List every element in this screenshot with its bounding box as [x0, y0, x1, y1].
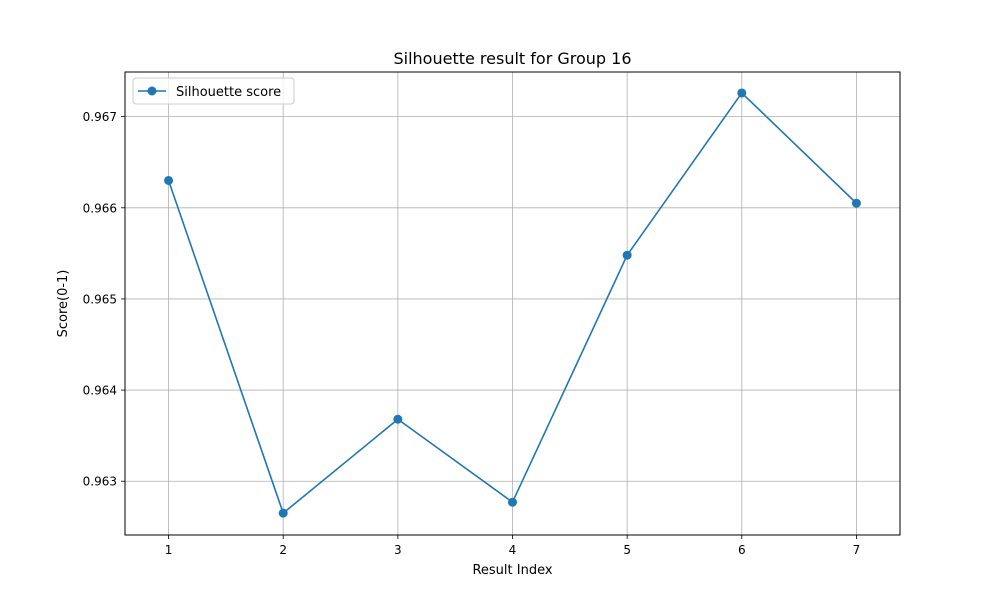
x-tick-label: 3 [394, 543, 402, 557]
y-tick-label: 0.966 [83, 201, 117, 215]
x-tick-label: 6 [738, 543, 746, 557]
legend-box [132, 77, 295, 105]
legend-marker-swatch [147, 86, 157, 96]
data-point [164, 175, 174, 185]
y-tick-label: 0.965 [83, 292, 117, 306]
series-layer [164, 88, 861, 518]
chart-title: Silhouette result for Group 16 [393, 49, 631, 68]
x-tick-label: 5 [623, 543, 631, 557]
data-point [737, 88, 747, 98]
data-point [622, 250, 632, 260]
data-point [508, 497, 517, 507]
legend-label-silhouette-score: Silhouette score [176, 85, 281, 100]
x-tick-label: 1 [165, 543, 173, 557]
y-tick-label: 0.963 [83, 475, 117, 489]
ticks: 1 2 3 4 5 6 7 0.963 0.964 0.965 0.966 0.967 [83, 110, 861, 557]
x-axis-label: Result Index [472, 563, 552, 578]
data-point [393, 414, 403, 424]
x-tick-label: 7 [853, 543, 861, 557]
data-point [851, 198, 861, 208]
y-tick-label: 0.964 [83, 384, 117, 398]
x-tick-label: 4 [509, 543, 517, 557]
legend: Silhouette score [132, 77, 295, 105]
x-tick-label: 2 [279, 543, 287, 557]
y-axis-label: Score(0-1) [56, 270, 71, 338]
y-tick-label: 0.967 [83, 110, 117, 124]
data-point [278, 508, 288, 518]
grid [125, 72, 900, 535]
